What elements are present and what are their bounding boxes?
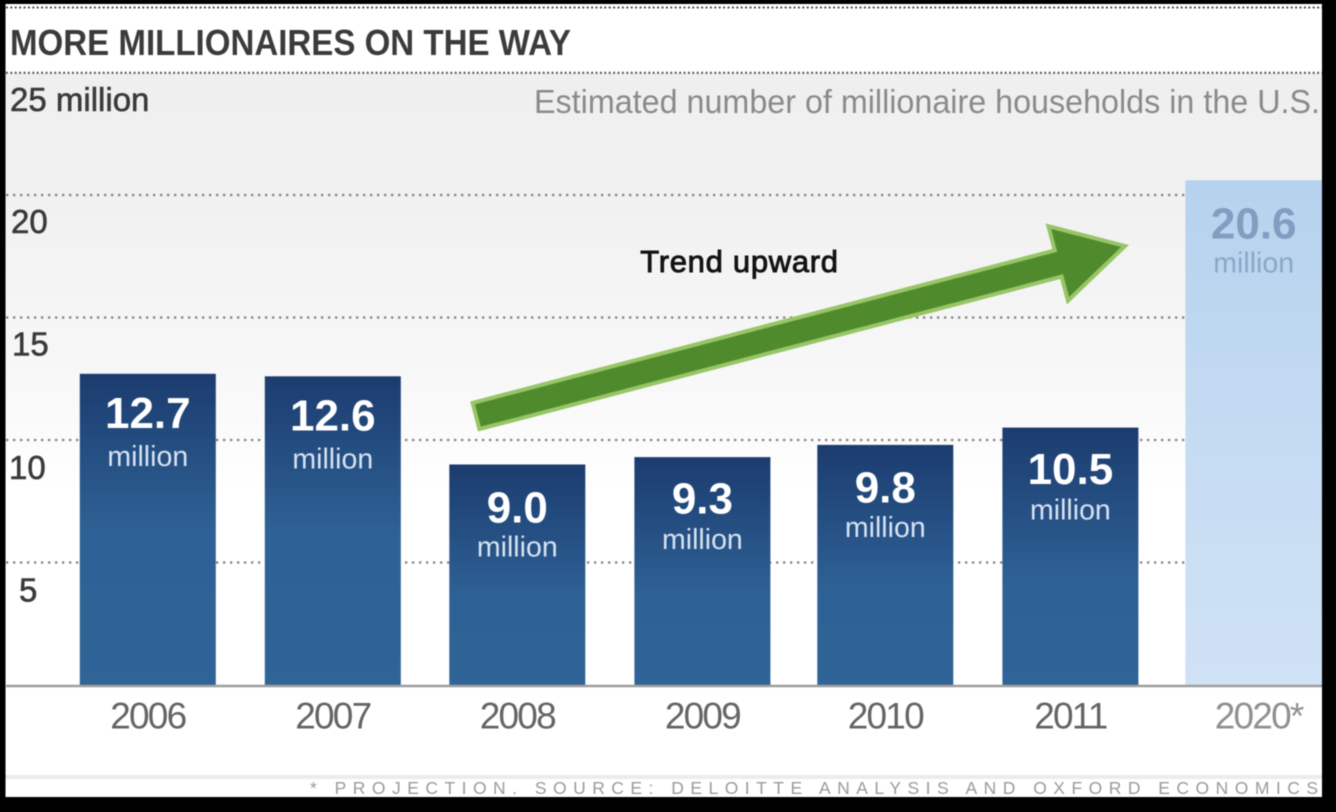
svg-text:9.8: 9.8 [855, 463, 916, 512]
svg-text:million: million [662, 524, 743, 556]
svg-text:million: million [292, 443, 373, 475]
svg-text:9.3: 9.3 [672, 475, 733, 524]
svg-text:2010: 2010 [848, 696, 924, 737]
svg-text:Trend upward: Trend upward [640, 244, 839, 279]
svg-text:2009: 2009 [665, 696, 740, 737]
svg-text:10.5: 10.5 [1028, 445, 1114, 494]
svg-text:million: million [1030, 495, 1111, 527]
svg-text:million: million [477, 532, 558, 564]
svg-text:Estimated number of millionair: Estimated number of millionaire househol… [534, 83, 1320, 120]
svg-text:2006: 2006 [110, 696, 185, 737]
svg-text:20.6: 20.6 [1211, 200, 1297, 249]
svg-text:million: million [845, 512, 926, 544]
svg-text:2008: 2008 [480, 696, 555, 737]
svg-text:25 million: 25 million [10, 81, 149, 118]
svg-text:12.6: 12.6 [290, 391, 376, 440]
svg-text:million: million [107, 441, 188, 473]
svg-text:10: 10 [9, 449, 46, 486]
svg-text:20: 20 [11, 203, 48, 240]
svg-text:9.0: 9.0 [487, 484, 548, 533]
svg-text:15: 15 [12, 326, 49, 363]
svg-text:million: million [1213, 248, 1294, 280]
svg-text:5: 5 [19, 572, 37, 609]
svg-text:MORE MILLIONAIRES ON THE WAY: MORE MILLIONAIRES ON THE WAY [10, 22, 571, 63]
svg-text:12.7: 12.7 [105, 389, 191, 438]
svg-text:2020*: 2020* [1215, 696, 1304, 737]
svg-text:2011: 2011 [1034, 696, 1107, 737]
svg-text:2007: 2007 [295, 696, 370, 737]
